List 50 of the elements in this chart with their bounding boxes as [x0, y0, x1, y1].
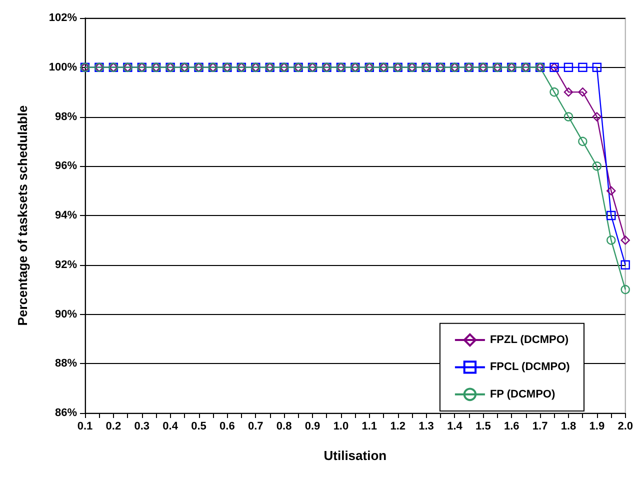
point [578, 62, 588, 72]
x-tick-label: 1.3 [418, 420, 434, 432]
point [564, 87, 574, 97]
x-tick-label: 0.1 [77, 420, 93, 432]
y-tick-label: 102% [48, 12, 78, 24]
legend-label: FPCL (DCMPO) [490, 361, 570, 374]
y-tick-label: 92% [54, 258, 78, 271]
x-tick-label: 2.0 [618, 420, 634, 432]
x-tick-label: 0.9 [304, 420, 320, 432]
point [578, 136, 588, 146]
x-tick-label: 1.5 [476, 420, 491, 432]
x-axis-title: Utilisation [324, 448, 387, 463]
x-tick-label: 0.3 [134, 420, 150, 432]
y-tick-label: 90% [54, 308, 78, 320]
y-tick-label: 100% [48, 61, 78, 74]
x-tick-label: 1.4 [447, 420, 464, 432]
legend-label: FPZL (DCMPO) [490, 334, 569, 346]
x-tick-label: 0.5 [191, 420, 206, 432]
y-tick-label: 96% [54, 160, 78, 172]
point [578, 87, 588, 97]
legend-label: FP (DCMPO) [490, 388, 556, 400]
x-tick-label: 1.8 [560, 420, 576, 432]
x-tick-label: 0.7 [248, 420, 264, 432]
x-tick-label: 1.0 [333, 420, 349, 432]
point [592, 162, 602, 171]
x-tick-label: 0.4 [162, 420, 179, 432]
point [592, 112, 602, 122]
x-tick-label: 0.6 [220, 420, 235, 432]
point [620, 236, 630, 245]
x-tick-label: 0.8 [276, 420, 292, 432]
x-tick-label: 1.2 [390, 420, 406, 432]
point [606, 236, 616, 245]
x-tick-label: 0.2 [106, 420, 122, 432]
y-tick-label: 86% [54, 407, 78, 419]
point [620, 260, 630, 270]
y-axis-title: Percentage of tasksets schedulable [15, 105, 30, 326]
x-tick-label: 1.1 [362, 420, 378, 432]
point [606, 210, 616, 220]
x-tick-label: 1.9 [589, 420, 605, 432]
x-tick-label: 1.6 [504, 420, 520, 432]
point [564, 112, 574, 122]
x-tick-label: 1.7 [532, 420, 548, 432]
point [606, 186, 616, 196]
y-tick-label: 98% [54, 110, 78, 123]
point [550, 87, 559, 97]
point [564, 62, 574, 72]
point [592, 62, 602, 72]
y-tick-label: 94% [54, 210, 78, 222]
point [620, 284, 630, 294]
y-tick-label: 88% [54, 358, 78, 370]
